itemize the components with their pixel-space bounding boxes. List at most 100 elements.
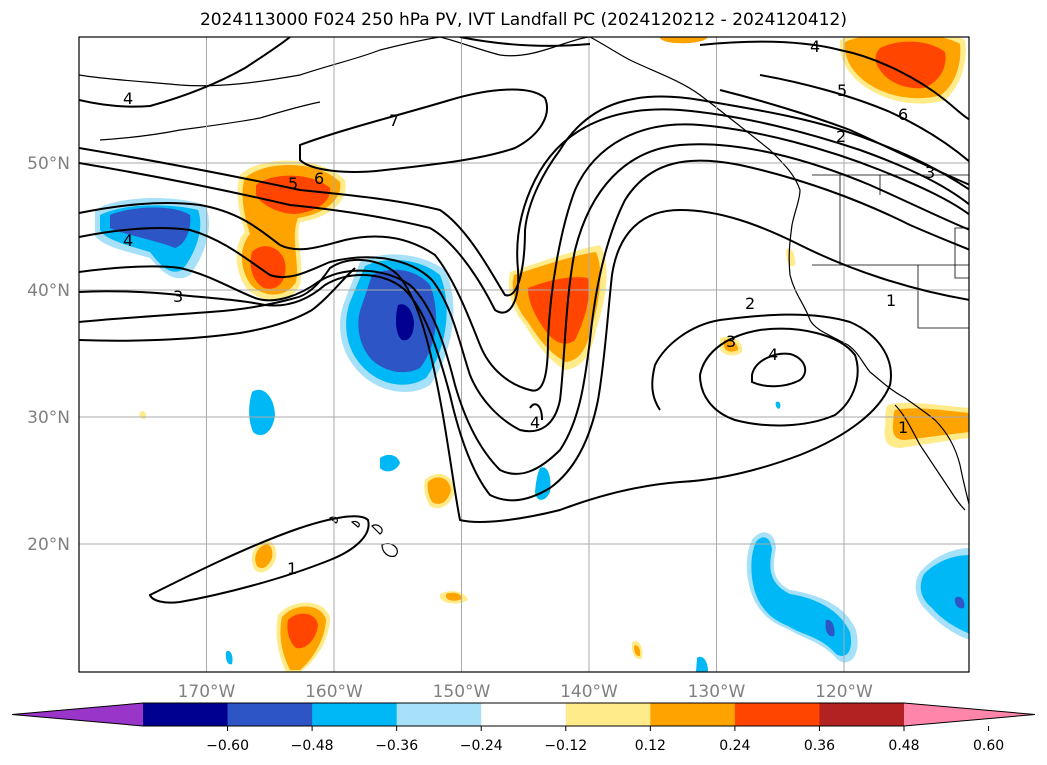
contour-line — [79, 159, 969, 475]
contour-label: 4 — [768, 345, 778, 364]
negative-anomaly-region — [696, 656, 708, 672]
contour-label: 3 — [173, 287, 183, 306]
contour-lines — [79, 37, 969, 604]
positive-anomaly-region — [875, 41, 946, 89]
contour-label: 5 — [288, 174, 298, 193]
colorbar-tick-label: −0.36 — [375, 738, 418, 754]
colorbar-swatch — [143, 703, 229, 726]
latitude-tick-label: 30°N — [27, 408, 70, 428]
positive-anomaly-region — [528, 277, 590, 344]
contour-line — [299, 88, 548, 173]
shading-layer — [95, 37, 969, 672]
colorbar-swatch — [227, 703, 313, 726]
coastline-baja — [894, 404, 966, 511]
colorbar-outline — [11, 702, 1036, 727]
longitude-labels: 170°W 160°W 150°W 140°W 130°W 120°W — [178, 682, 873, 702]
negative-anomaly-region — [380, 454, 400, 472]
contour-line — [79, 123, 969, 392]
colorbar-tick-label: 0.24 — [719, 738, 750, 754]
contour-label: 7 — [389, 111, 399, 130]
negative-anomaly-region — [954, 596, 965, 609]
contour-line — [751, 352, 807, 388]
positive-anomaly-region — [255, 544, 273, 569]
negative-anomaly-region — [775, 401, 781, 409]
page-title: 2024113000 F024 250 hPa PV, IVT Landfall… — [199, 10, 847, 30]
positive-anomaly-region — [786, 248, 796, 267]
colorbar-tick-label: −0.48 — [291, 738, 334, 754]
colorbar-swatch — [650, 703, 736, 726]
latitude-tick-label: 50°N — [27, 154, 70, 174]
colorbar-swatch — [312, 703, 398, 726]
positive-anomaly-region — [724, 339, 738, 352]
contour-line — [698, 327, 859, 427]
coastline-alaska — [79, 37, 441, 87]
contour-label: 4 — [530, 413, 540, 432]
contour-label: 4 — [810, 37, 820, 56]
colorbar-tick-label: 0.12 — [635, 738, 666, 754]
coastline-aleutians — [99, 101, 321, 141]
latitude-tick-label: 20°N — [27, 535, 70, 555]
longitude-tick-label: 140°W — [560, 682, 618, 702]
positive-anomaly-region — [660, 37, 708, 44]
contour-line — [459, 37, 591, 47]
colorbar-tick-label: 0.48 — [888, 738, 919, 754]
contour-label: 1 — [287, 559, 297, 578]
contour-labels: 1 1 1 2 2 3 3 3 4 4 4 4 4 5 5 6 6 7 — [123, 37, 935, 578]
contour-line — [529, 403, 543, 421]
coastline-alaska-gulf — [439, 37, 591, 57]
contour-line — [719, 89, 969, 186]
latitude-labels: 50°N 40°N 30°N 20°N — [27, 154, 70, 555]
positive-anomaly-region — [250, 246, 286, 289]
contour-line — [148, 515, 370, 604]
colorbar-tick-label: 0.60 — [973, 738, 1004, 754]
positive-anomaly-region — [634, 645, 641, 657]
negative-anomaly-region — [920, 555, 969, 634]
positive-anomaly-region — [139, 411, 147, 420]
contour-label: 6 — [898, 105, 908, 124]
colorbar-tick-label: −0.12 — [544, 738, 587, 754]
longitude-tick-label: 150°W — [433, 682, 491, 702]
negative-anomaly-region — [225, 650, 233, 665]
gridlines — [79, 37, 969, 672]
longitude-tick-label: 160°W — [305, 682, 363, 702]
contour-line — [79, 108, 969, 314]
latitude-tick-label: 40°N — [27, 281, 70, 301]
colorbar-swatch — [819, 703, 905, 726]
contour-label: 3 — [925, 163, 935, 182]
contour-label: 2 — [745, 294, 755, 313]
colorbar-extend-low — [12, 703, 143, 726]
contour-line — [699, 40, 969, 121]
contour-line — [79, 143, 969, 433]
contour-label: 4 — [123, 231, 133, 250]
contour-label: 1 — [886, 291, 896, 310]
colorbar-tick-label: −0.60 — [206, 738, 249, 754]
contour-label: 1 — [898, 418, 908, 437]
contour-line — [759, 74, 969, 163]
colorbar-swatch — [734, 703, 820, 726]
negative-anomaly-region — [249, 389, 275, 436]
negative-anomaly-region — [535, 467, 551, 500]
negative-anomaly-region — [825, 619, 835, 637]
colorbar: −0.60 −0.48 −0.36 −0.24 −0.12 0.12 0.24 0.36 0.4… — [11, 702, 1036, 754]
contour-line — [79, 37, 291, 108]
positive-anomaly-region — [427, 477, 451, 504]
map-frame — [78, 36, 970, 673]
contour-label: 3 — [726, 332, 736, 351]
positive-anomaly-region — [287, 613, 318, 649]
contour-label: 4 — [123, 89, 133, 108]
colorbar-extend-high — [904, 703, 1035, 726]
contour-line — [79, 95, 969, 297]
colorbar-swatch — [481, 703, 567, 726]
negative-anomaly-region — [751, 537, 852, 656]
longitude-tick-label: 120°W — [815, 682, 873, 702]
longitude-tick-label: 130°W — [688, 682, 746, 702]
positive-anomaly-region — [446, 592, 462, 601]
longitude-tick-label: 170°W — [178, 682, 236, 702]
colorbar-swatch — [396, 703, 482, 726]
contour-line — [79, 267, 356, 342]
positive-anomaly-region — [892, 408, 969, 440]
contour-label: 5 — [837, 81, 847, 100]
colorbar-tick-label: −0.24 — [460, 738, 503, 754]
contour-line — [79, 258, 892, 523]
